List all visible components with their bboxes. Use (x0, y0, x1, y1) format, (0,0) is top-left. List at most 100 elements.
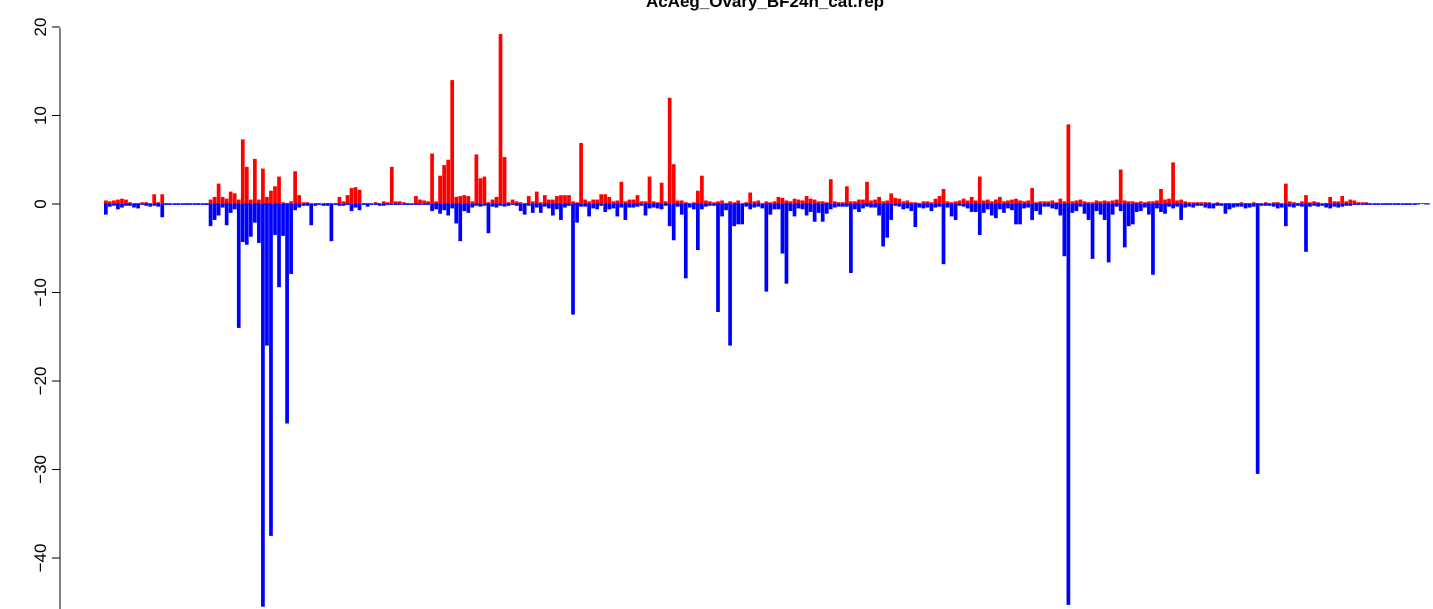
negative-bar (277, 204, 281, 288)
negative-bar (1054, 204, 1059, 210)
negative-bar (538, 204, 543, 213)
negative-bar (756, 204, 761, 207)
negative-bar (1292, 204, 1296, 208)
positive-bar (1118, 169, 1123, 205)
positive-bar (148, 203, 153, 205)
negative-bar (228, 204, 233, 213)
negative-bar (768, 204, 773, 215)
negative-bar (410, 204, 414, 205)
positive-bar (1082, 201, 1087, 204)
positive-bar (792, 198, 797, 204)
negative-bar (1106, 204, 1111, 263)
negative-bar (728, 204, 732, 346)
negative-bar (1191, 204, 1196, 208)
positive-bar (301, 202, 306, 204)
negative-bar (140, 204, 144, 205)
negative-bar (200, 204, 205, 205)
positive-bar (728, 201, 732, 204)
positive-bar (1328, 196, 1332, 204)
positive-bar (490, 199, 495, 204)
negative-bar (289, 204, 293, 274)
negative-bar (575, 204, 579, 223)
negative-bar (309, 204, 314, 226)
positive-bar (1187, 202, 1192, 204)
positive-bar (152, 194, 157, 204)
negative-bar (1283, 204, 1288, 227)
positive-bar (104, 200, 108, 204)
negative-bar (486, 204, 491, 234)
positive-bar (780, 197, 785, 204)
positive-bar (845, 186, 849, 204)
positive-bar (603, 194, 608, 204)
negative-bar (555, 204, 559, 210)
positive-bar (772, 201, 777, 204)
positive-bar (623, 201, 628, 204)
negative-bar (124, 204, 128, 206)
positive-bar (683, 202, 688, 204)
negative-bar (1167, 204, 1171, 207)
negative-bar (716, 204, 720, 312)
positive-bar (696, 190, 700, 204)
positive-bar (1143, 202, 1147, 204)
negative-bar (293, 204, 297, 211)
positive-bar (981, 200, 986, 204)
negative-bar (353, 204, 358, 208)
negative-bar (1312, 204, 1316, 206)
negative-bar (796, 204, 801, 209)
negative-bar (881, 204, 885, 247)
positive-bar (1211, 203, 1216, 205)
negative-bar (965, 204, 970, 209)
positive-bar (466, 196, 471, 204)
negative-bar (563, 204, 567, 208)
negative-bar (1175, 204, 1179, 207)
positive-bar (216, 183, 221, 204)
negative-bar (631, 204, 636, 208)
negative-bar (458, 204, 463, 242)
positive-bar (744, 202, 749, 204)
positive-bar (840, 202, 845, 204)
positive-bar (482, 176, 487, 204)
positive-bar (341, 201, 346, 204)
negative-bar (1275, 204, 1280, 209)
negative-bar (1118, 204, 1123, 212)
positive-bar (128, 202, 132, 204)
negative-bar (301, 204, 306, 206)
positive-bar (1279, 203, 1284, 205)
negative-bar (969, 204, 974, 212)
negative-bar (466, 204, 471, 213)
negative-bar (724, 204, 728, 211)
negative-bar (853, 204, 857, 210)
positive-bar (836, 202, 841, 204)
positive-bar (144, 202, 148, 204)
positive-bar (994, 199, 998, 204)
positive-bar (857, 199, 861, 204)
positive-bar (454, 196, 459, 204)
positive-bar (1050, 200, 1055, 204)
positive-bar (1058, 198, 1063, 204)
negative-bar (208, 204, 213, 227)
negative-bar (1070, 204, 1075, 213)
positive-bar (1175, 200, 1179, 204)
positive-bar (828, 179, 833, 204)
positive-bar (889, 193, 894, 204)
negative-bar (836, 204, 841, 207)
negative-bar (454, 204, 459, 224)
negative-bar (273, 204, 277, 235)
negative-bar (1078, 204, 1083, 207)
positive-bar (236, 199, 241, 204)
positive-bar (1179, 199, 1183, 204)
negative-bar (905, 204, 910, 209)
negative-bar (1296, 204, 1300, 206)
positive-bar (804, 196, 809, 204)
positive-bar (1159, 188, 1163, 204)
negative-bar (1102, 204, 1107, 220)
negative-bar (744, 204, 749, 207)
positive-bar (977, 176, 982, 204)
positive-bar (200, 203, 205, 205)
positive-bar (1308, 202, 1312, 204)
positive-bar (410, 203, 414, 205)
negative-bar (990, 204, 994, 216)
negative-bar (639, 204, 644, 206)
negative-bar (1086, 204, 1091, 220)
